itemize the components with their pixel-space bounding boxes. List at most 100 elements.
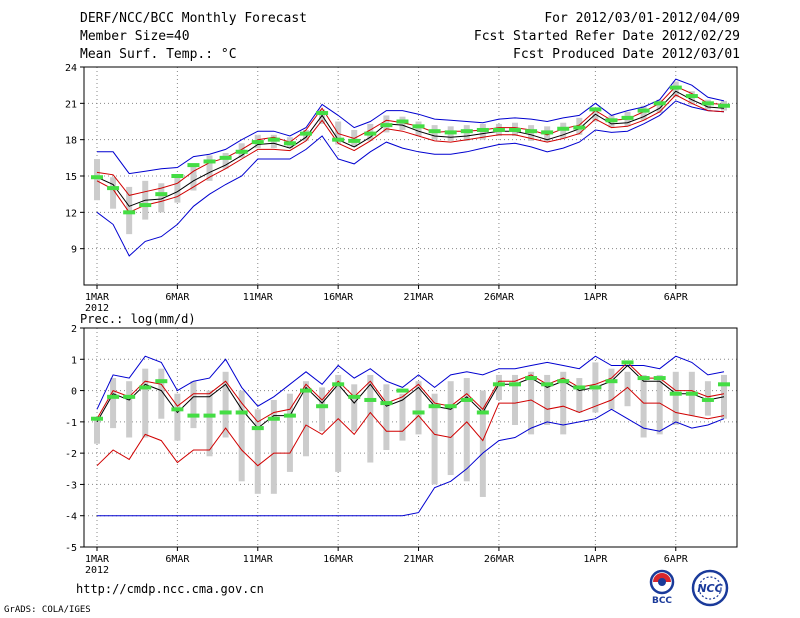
prec-median-mark [364, 397, 377, 402]
temp-xtick-label: 1APR [583, 292, 608, 303]
prec-median-mark [460, 397, 473, 402]
temp-median-mark [492, 127, 505, 132]
prec-box [624, 371, 631, 407]
prec-xtick-label: 1MAR [85, 554, 110, 565]
prec-box [158, 368, 165, 419]
prec-panel-title: Prec.: log(mm/d) [80, 312, 196, 326]
temp-median-mark [316, 111, 329, 116]
prec-median-mark [203, 413, 216, 418]
prec-median-mark [348, 394, 361, 399]
prec-xtick-label: 11MAR [243, 554, 274, 565]
temp-median-mark [203, 159, 216, 164]
temp-box [206, 155, 213, 181]
prec-box [286, 393, 293, 472]
prec-box [608, 368, 615, 410]
prec-median-mark [428, 404, 441, 409]
prec-box [142, 368, 149, 438]
temp-median-mark [685, 94, 698, 99]
prec-frame [83, 327, 738, 548]
temp-box [222, 152, 229, 169]
prec-mean-line [96, 364, 725, 429]
prec-median-mark [300, 388, 312, 393]
temp-box [656, 99, 663, 114]
temp-ytick-label: 12 [65, 208, 77, 219]
temp-box [319, 109, 326, 124]
prec-ytick-label: -5 [65, 543, 77, 554]
grads-credit: GrADS: COLA/IGES [4, 605, 91, 615]
prec-median-mark [444, 404, 457, 409]
temp-upper-line [96, 85, 725, 196]
temp-median-mark [621, 115, 634, 120]
prec-box [415, 381, 422, 435]
temp-median-mark [557, 126, 570, 131]
temp-xtick-label: 6MAR [165, 292, 190, 303]
prec-box [206, 390, 213, 457]
prec-xtick-label: 1APR [583, 554, 608, 565]
prec-median-mark [557, 379, 570, 384]
temp-box [190, 166, 197, 191]
prec-median-mark [396, 388, 409, 393]
temp-median-mark [107, 186, 120, 191]
prec-box [576, 378, 583, 413]
temp-box [640, 105, 647, 121]
prec-box [512, 374, 518, 425]
prec-median-mark [541, 382, 554, 387]
prec-median-mark [509, 382, 521, 387]
temp-xtick-label: 26MAR [484, 292, 515, 303]
prec-ytick-label: -3 [65, 480, 77, 491]
temp-median-mark [541, 130, 554, 135]
temp-mean-line [96, 90, 725, 207]
prec-box [174, 393, 181, 441]
prec-box [367, 374, 374, 463]
prec-box [463, 378, 470, 482]
prec-median-mark [476, 410, 489, 415]
bcc-logo: BCC [649, 569, 675, 606]
temp-median-mark [669, 85, 682, 90]
prec-upper-line [96, 361, 725, 423]
prec-xtick-label: 16MAR [323, 554, 354, 565]
temp-median-mark [653, 101, 666, 106]
prec-xtick-label: 21MAR [403, 554, 434, 565]
temp-median-mark [300, 131, 312, 136]
temp-median-mark [444, 130, 457, 135]
prec-median-mark [251, 426, 264, 431]
prec-median-mark [91, 416, 103, 421]
prec-box [431, 393, 438, 485]
temp-box [94, 159, 100, 201]
ncc-logo-text: NCC [697, 582, 722, 595]
source-url[interactable]: http://cmdp.ncc.cma.gov.cn [76, 582, 264, 596]
temp-median-mark [123, 210, 136, 215]
prec-box [383, 384, 390, 451]
temp-box [110, 177, 117, 209]
temp-xtick-label: 16MAR [323, 292, 354, 303]
temp-median-mark [364, 131, 377, 136]
bcc-logo-text: BCC [652, 596, 672, 606]
temp-median-mark [573, 125, 586, 130]
prec-median-mark [332, 382, 345, 387]
forecast-period: For 2012/03/01-2012/04/09 [544, 11, 740, 26]
prec-median-mark [573, 385, 586, 390]
temp-median-mark [589, 107, 602, 112]
prec-xtick-label: 6MAR [165, 554, 190, 565]
prec-median-mark [621, 360, 634, 365]
prec-box [528, 371, 535, 435]
prec-xtick-label: 6APR [664, 554, 689, 565]
temp-median-mark [460, 129, 473, 134]
prec-median-mark [637, 376, 650, 381]
prec-box [495, 374, 502, 400]
temp-max-line [97, 78, 725, 175]
produced-date: Fcst Produced Date 2012/03/01 [513, 47, 740, 62]
prec-median-mark [492, 382, 505, 387]
prec-median-mark [701, 397, 714, 402]
prec-ytick-label: 0 [71, 387, 77, 398]
prec-box [319, 387, 326, 432]
prec-box [254, 409, 261, 494]
temp-median-mark [219, 155, 232, 160]
temp-median-mark [718, 103, 730, 108]
temp-ytick-label: 21 [65, 99, 77, 110]
temp-median-mark [187, 163, 200, 168]
temp-median-mark [171, 174, 184, 178]
temp-xtick-label: 6APR [664, 292, 689, 303]
prec-box [544, 374, 551, 425]
temp-median-mark [267, 137, 280, 142]
